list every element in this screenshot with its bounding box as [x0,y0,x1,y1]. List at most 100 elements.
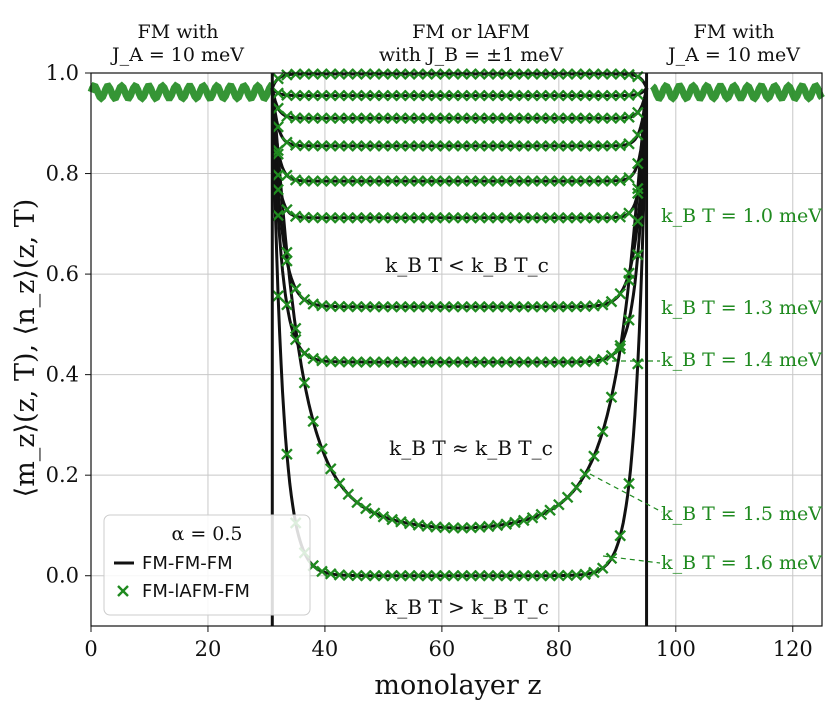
fm-lafm-fm-marker [281,448,293,460]
fm-lafm-fm-marker [368,89,381,102]
fm-lafm-fm-marker [324,89,337,102]
fm-lafm-fm-marker [561,356,574,368]
fm-lafm-fm-marker [561,175,574,187]
fm-lafm-fm-marker [430,300,442,313]
fm-lafm-fm-marker [456,300,469,313]
fm-lafm-fm-marker [447,175,460,187]
fm-lafm-fm-marker [544,569,556,582]
fm-lafm-fm-marker [438,112,451,125]
fm-lafm-fm-marker [281,255,293,267]
fm-lafm-fm-marker [465,569,477,582]
fm-lafm-fm-marker [544,504,556,517]
fm-lafm-fm-marker [509,211,521,224]
fm-lafm-fm-marker [447,140,460,152]
fm-lafm-fm-marker [544,175,556,187]
fm-lafm-fm-marker [605,140,618,152]
fm-lafm-fm-marker [544,300,556,313]
fm-lafm-fm-marker [272,121,284,133]
fm-lafm-fm-marker [351,300,363,313]
fm-lafm-fm-marker [281,89,293,101]
bulk-fm-band-0 [87,81,274,103]
fm-lafm-fm-marker [298,293,311,306]
fm-lafm-fm-marker [368,112,381,125]
fm-lafm-fm-marker [395,516,407,528]
fm-lafm-fm-marker [342,112,355,125]
fm-lafm-fm-marker [491,519,504,532]
fm-lafm-fm-marker [509,175,521,187]
fm-lafm-fm-marker [403,356,416,368]
fm-lafm-fm-marker [517,68,530,80]
fm-lafm-fm-marker [517,211,530,224]
fm-lafm-fm-marker [517,140,530,152]
fm-lafm-fm-marker [465,175,477,187]
fm-lafm-fm-marker [482,356,495,368]
fm-lafm-fm-marker [324,462,337,475]
fm-lafm-fm-marker [342,89,355,102]
fm-lafm-fm-marker [596,89,609,102]
fm-lafm-fm-marker [579,140,591,152]
x-tick-label: 60 [429,637,456,661]
fm-lafm-fm-marker [605,391,618,403]
fm-lafm-fm-marker [377,300,390,313]
fm-lafm-fm-marker [526,175,539,187]
fm-lafm-fm-marker [386,569,398,582]
fm-lafm-fm-marker [447,356,460,368]
fm-lafm-fm-marker [474,569,486,582]
fm-lafm-fm-marker [614,89,627,102]
fm-lafm-fm-marker [500,300,513,313]
fm-lafm-fm-marker [412,211,425,224]
fm-lafm-fm-marker [465,356,477,368]
fm-lafm-fm-marker [561,569,574,582]
fm-lafm-fm-marker [324,140,337,152]
region-right-line2: J_A = 10 meV [666,44,800,66]
fm-lafm-fm-marker [491,356,504,368]
fm-lafm-fm-marker [307,211,320,224]
fm-lafm-fm-marker [535,140,548,152]
fm-lafm-fm-marker [360,140,372,152]
fm-lafm-fm-marker [474,112,486,125]
fm-lafm-fm-marker [535,112,548,125]
fm-lafm-fm-marker [561,112,574,125]
fm-lafm-fm-marker [491,140,504,152]
fm-lafm-fm-marker [395,211,407,224]
fm-lafm-fm-marker [500,569,513,582]
fm-lafm-fm-marker [579,568,591,581]
fm-lafm-fm-marker [368,140,381,152]
fm-lafm-fm-marker [465,300,477,313]
fm-lafm-fm-marker [588,450,600,462]
fm-lafm-fm-marker [456,112,469,125]
fm-lafm-fm-markers-6 [272,169,644,224]
fm-lafm-fm-marker [456,175,469,187]
plot-frame [90,72,823,627]
fm-lafm-fm-marker [316,443,328,455]
fm-lafm-fm-marker [430,140,442,152]
fm-lafm-fm-marker [605,112,618,125]
fm-lafm-fm-marker [596,562,609,574]
fm-lafm-fm-marker [561,491,574,504]
fm-lafm-fm-marker [561,89,574,102]
fm-lafm-fm-marker [570,356,583,368]
fm-lafm-fm-marker [403,569,416,582]
fm-lafm-fm-marker [377,112,390,125]
fm-lafm-fm-marker [430,89,442,102]
fm-lafm-fm-marker [412,68,425,80]
fm-lafm-fm-marker [421,569,434,582]
fm-lafm-fm-marker [421,112,434,125]
fm-lafm-fm-marker [553,211,565,224]
fm-lafm-fm-marker [412,89,425,102]
fm-lafm-fm-marker [386,112,398,125]
temp-label-1-5: k_B T = 1.5 meV [661,503,822,525]
fm-lafm-fm-marker [535,569,548,582]
fm-lafm-fm-marker [289,322,302,335]
fm-lafm-fm-marker [579,112,591,125]
fm-lafm-fm-marker [500,518,513,530]
fm-lafm-fm-marker [430,175,442,187]
fm-lafm-fm-marker [360,502,372,515]
fm-lafm-fm-marker [281,110,293,123]
fm-lafm-fm-marker [438,211,451,224]
x-tick-label: 120 [773,637,813,661]
fm-lafm-fm-markers-7 [272,183,644,313]
fm-lafm-fm-marker [377,211,390,224]
fm-lafm-fm-marker [351,175,363,187]
fm-lafm-fm-marker [491,89,504,102]
